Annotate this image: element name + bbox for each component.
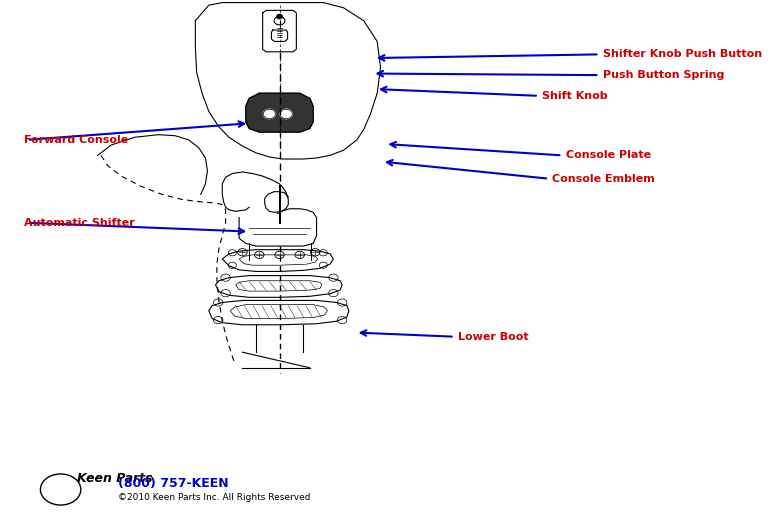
Text: Console Emblem: Console Emblem [552,174,655,184]
Circle shape [280,109,293,119]
Text: (800) 757-KEEN: (800) 757-KEEN [118,477,229,490]
Text: Lower Boot: Lower Boot [458,332,529,342]
Text: ©2010 Keen Parts Inc. All Rights Reserved: ©2010 Keen Parts Inc. All Rights Reserve… [118,493,310,502]
Circle shape [277,15,283,19]
Text: Keen Parts: Keen Parts [78,472,153,485]
Text: Automatic Shifter: Automatic Shifter [24,218,134,228]
Circle shape [263,109,276,119]
Text: Push Button Spring: Push Button Spring [603,70,725,80]
Text: Console Plate: Console Plate [566,150,651,161]
Text: Shift Knob: Shift Knob [542,91,608,101]
Text: Shifter Knob Push Button: Shifter Knob Push Button [603,49,762,60]
Text: Forward Console: Forward Console [24,135,128,145]
Polygon shape [246,93,313,132]
